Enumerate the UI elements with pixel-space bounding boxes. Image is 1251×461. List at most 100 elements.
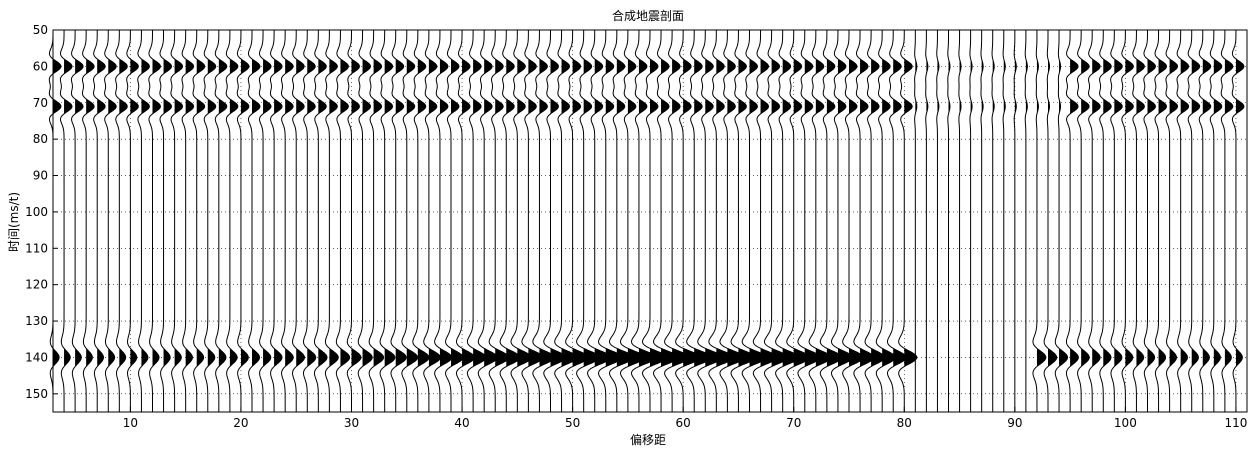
trace-fill — [53, 30, 61, 412]
trace-fill — [86, 30, 95, 412]
trace-line — [434, 30, 453, 412]
trace-fill — [594, 30, 611, 412]
trace-fill — [296, 30, 305, 412]
trace-line — [170, 30, 184, 412]
trace-line — [853, 30, 875, 412]
trace-fill — [351, 30, 361, 412]
trace-line — [346, 30, 362, 412]
trace-fill — [1180, 30, 1189, 412]
trace-fill — [506, 30, 521, 412]
trace-fill — [108, 30, 117, 412]
y-tick-label: 90 — [33, 169, 48, 183]
trace-fill — [196, 30, 205, 412]
trace-line — [819, 30, 843, 412]
trace-line — [786, 30, 810, 412]
y-tick-label: 110 — [25, 241, 48, 255]
trace-line — [1231, 30, 1245, 412]
trace-line — [1143, 30, 1156, 412]
trace-line — [466, 30, 487, 412]
trace-fill — [849, 30, 864, 412]
trace-line — [686, 30, 712, 412]
trace-fill — [384, 30, 395, 412]
y-tick-label: 50 — [33, 23, 48, 37]
trace-fill — [163, 30, 172, 412]
trace-line — [1154, 30, 1168, 412]
trace-line — [357, 30, 373, 412]
trace-line — [477, 29, 498, 412]
trace-line — [1043, 30, 1058, 412]
trace-line — [247, 30, 261, 412]
trace-line — [620, 30, 645, 412]
trace-line — [1209, 30, 1223, 412]
trace-line — [1032, 30, 1047, 412]
trace-fill — [650, 30, 667, 412]
trace-line — [390, 30, 407, 412]
x-tick-label: 30 — [344, 416, 359, 430]
trace-line — [631, 30, 657, 412]
trace-fill — [340, 30, 350, 412]
trace-fill — [517, 30, 532, 412]
trace-line — [543, 30, 567, 412]
trace-line — [598, 30, 623, 412]
trace-line — [565, 30, 589, 412]
trace-line — [148, 30, 161, 412]
trace-fill — [1191, 30, 1200, 412]
trace-line — [958, 30, 962, 412]
y-tick-label: 130 — [25, 314, 48, 328]
trace-line — [1165, 30, 1179, 412]
trace-line — [159, 30, 173, 412]
trace-line — [423, 30, 441, 412]
y-tick-label: 70 — [33, 96, 48, 110]
trace-fill — [451, 30, 464, 412]
trace-fill — [417, 30, 430, 412]
trace-fill — [672, 30, 690, 412]
trace-line — [1099, 30, 1112, 412]
trace-fill — [406, 30, 418, 412]
trace-line — [93, 30, 106, 412]
trace-fill — [395, 30, 407, 412]
trace-line — [775, 29, 800, 412]
trace-line — [225, 30, 239, 412]
plot-frame — [52, 29, 1248, 413]
x-tick-label: 20 — [233, 416, 248, 430]
x-tick-label: 100 — [1114, 416, 1137, 430]
trace-line — [898, 30, 918, 412]
trace-line — [379, 29, 396, 412]
trace-line — [510, 30, 533, 412]
trace-fill — [207, 30, 216, 412]
trace-fill — [362, 30, 373, 412]
trace-line — [181, 29, 195, 412]
trace-fill — [428, 30, 441, 412]
trace-fill — [638, 30, 656, 412]
trace-line — [302, 30, 317, 412]
trace-line — [708, 30, 734, 412]
x-tick-label: 10 — [123, 416, 138, 430]
trace-fill — [1169, 30, 1178, 412]
trace-fill — [837, 30, 853, 412]
trace-fill — [473, 30, 486, 412]
trace-line — [70, 30, 84, 412]
trace-fill — [616, 30, 634, 412]
trace-fill — [893, 30, 907, 412]
trace-fill — [528, 30, 543, 412]
trace-fill — [860, 30, 874, 412]
trace-line — [914, 30, 918, 412]
y-tick-label: 140 — [25, 350, 48, 364]
trace-fill — [484, 30, 498, 412]
trace-line — [842, 30, 864, 412]
trace-line — [1220, 30, 1234, 412]
wiggle-traces — [48, 29, 1245, 412]
trace-fill — [1070, 30, 1079, 412]
trace-fill — [539, 30, 555, 412]
trace-line — [137, 30, 150, 412]
trace-line — [830, 30, 853, 412]
trace-line — [730, 30, 756, 412]
trace-fill — [705, 30, 723, 412]
x-tick-label: 90 — [1007, 416, 1022, 430]
trace-line — [335, 30, 351, 412]
trace-line — [808, 30, 832, 412]
y-tick-label: 80 — [33, 132, 48, 146]
trace-line — [886, 30, 907, 412]
trace-line — [1013, 30, 1017, 412]
trace-fill — [1213, 30, 1222, 412]
